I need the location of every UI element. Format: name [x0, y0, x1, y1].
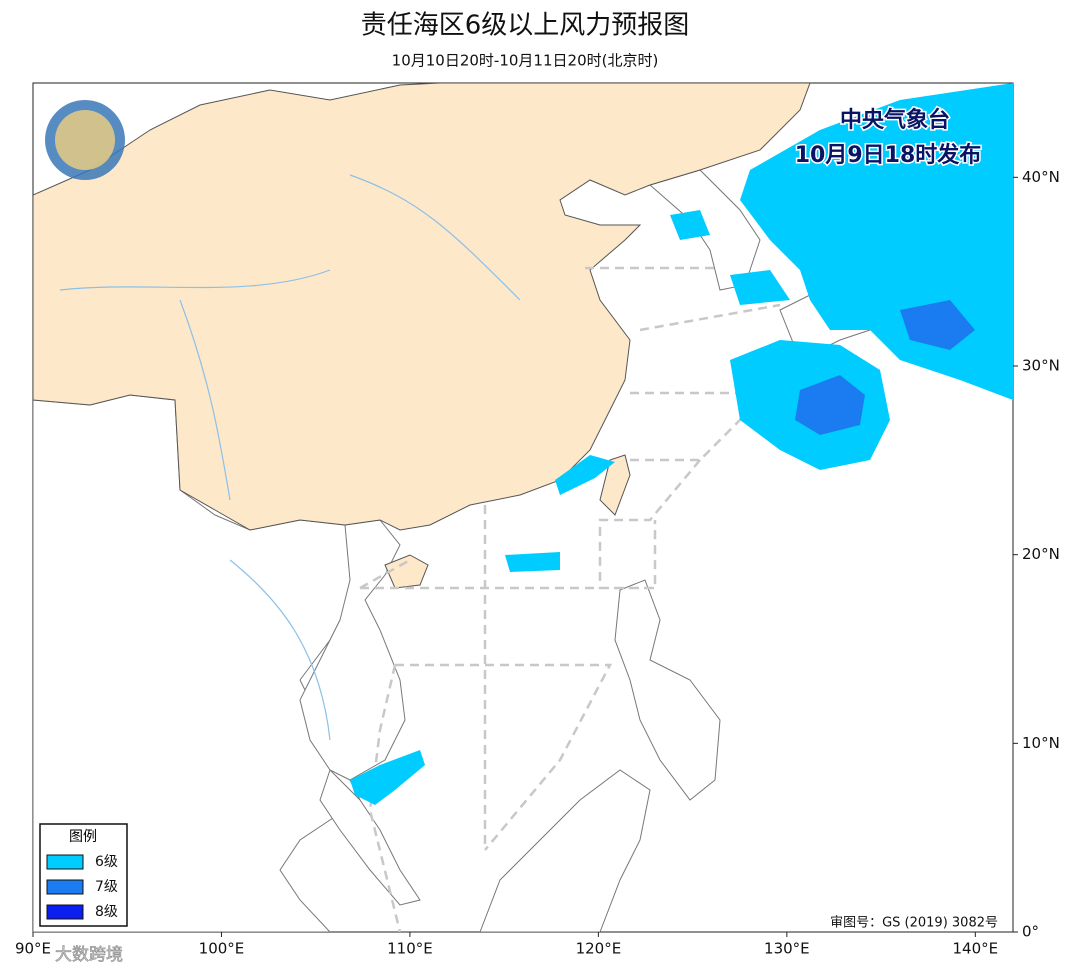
map: [32, 82, 1014, 933]
watermark: 大数跨境: [55, 945, 123, 965]
wind-area-6: [555, 455, 615, 495]
china: [33, 83, 811, 531]
y-tick-label: 10°N: [1022, 734, 1060, 752]
philippines: [614, 579, 721, 801]
title: 责任海区6级以上风力预报图: [361, 11, 690, 41]
x-tick-label: 130°E: [764, 940, 810, 958]
hainan: [384, 554, 429, 589]
legend-swatch: [46, 854, 84, 870]
y-tick-label: 30°N: [1022, 357, 1060, 375]
wind-area-7: [900, 300, 975, 350]
issuer-time: 10月9日18时发布: [795, 142, 982, 168]
borneo: [479, 769, 651, 932]
legend: 图例 6级 7级 8级: [39, 823, 128, 927]
axes: 90°E 100°E 110°E 120°E 130°E 140°E 0° 10°N 20°N 3…: [15, 168, 1060, 958]
approval-number: 审图号：GS (2019) 3082号: [830, 916, 998, 931]
wind-areas: [350, 83, 1013, 805]
taiwan: [599, 454, 631, 516]
x-tick-label: 110°E: [387, 940, 433, 958]
y-tick-label: 40°N: [1022, 168, 1060, 186]
legend-items: 6级 7级 8级: [46, 854, 118, 920]
wind-area-7: [795, 375, 865, 435]
subtitle: 10月10日20时-10月11日20时(北京时): [392, 52, 659, 70]
legend-label: 8级: [95, 904, 118, 920]
y-tick-label: 20°N: [1022, 545, 1060, 563]
geography: [33, 83, 1013, 932]
x-tick-label: 100°E: [199, 940, 245, 958]
x-tick-label: 140°E: [953, 940, 999, 958]
legend-title: 图例: [69, 829, 97, 845]
legend-swatch: [46, 879, 84, 895]
wind-area-6: [350, 750, 425, 805]
logo-inner: [55, 110, 115, 170]
legend-label: 7级: [95, 879, 118, 895]
issuer-agency: 中央气象台: [840, 107, 950, 133]
legend-swatch: [46, 904, 84, 920]
y-tick-label: 0°: [1022, 923, 1039, 941]
x-tick-label: 120°E: [576, 940, 622, 958]
x-tick-label: 90°E: [15, 940, 51, 958]
sea-area-lines: [359, 266, 792, 932]
rivers: [59, 174, 521, 741]
legend-label: 6级: [95, 854, 118, 870]
